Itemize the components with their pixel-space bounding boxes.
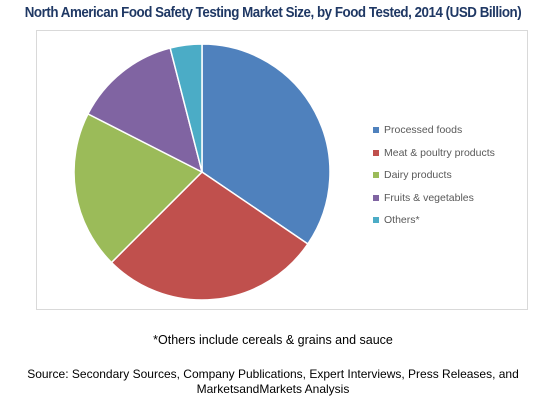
source-line-1: Source: Secondary Sources, Company Publi… (27, 367, 519, 381)
legend-label: Meat & poultry products (384, 146, 495, 159)
legend-swatch (373, 172, 379, 179)
legend-label: Processed foods (384, 124, 463, 137)
legend-swatch (373, 217, 379, 224)
footnote: *Others include cereals & grains and sau… (153, 333, 393, 347)
legend-item: Dairy products (373, 164, 495, 187)
source-note: Source: Secondary Sources, Company Publi… (20, 367, 526, 397)
pie-slice-dairy-products (73, 112, 204, 264)
legend-label: Others* (384, 214, 420, 227)
legend-item: Fruits & vegetables (373, 187, 495, 210)
legend-label: Dairy products (384, 169, 452, 182)
chart-area (36, 30, 528, 310)
pie-slice-meat-poultry-products (110, 171, 309, 301)
legend-swatch (373, 194, 379, 201)
legend-item: Processed foods (373, 119, 495, 142)
pie-slice-fruits-vegetables (86, 47, 204, 174)
pie-slice-others (169, 43, 203, 173)
chart-title: North American Food Safety Testing Marke… (24, 5, 522, 21)
legend-item: Others* (373, 209, 495, 232)
source-line-2: MarketsandMarkets Analysis (196, 382, 350, 396)
pie-slice-processed-foods (201, 43, 331, 245)
legend: Processed foods Meat & poultry products Da… (373, 119, 495, 232)
legend-swatch (373, 127, 379, 134)
legend-label: Fruits & vegetables (384, 191, 474, 204)
legend-swatch (373, 149, 379, 156)
pie-chart (73, 43, 331, 301)
legend-item: Meat & poultry products (373, 142, 495, 165)
